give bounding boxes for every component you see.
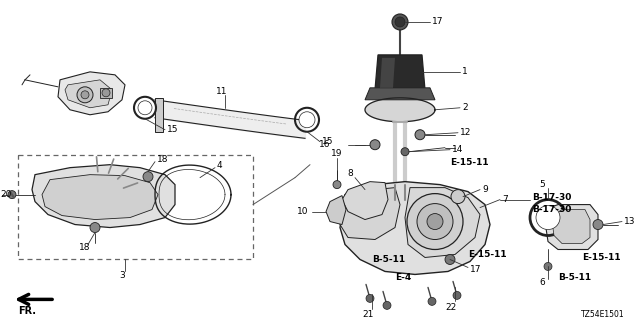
Text: 2: 2	[462, 103, 468, 112]
Text: E-15-11: E-15-11	[582, 253, 621, 262]
Text: 3: 3	[119, 271, 125, 280]
Text: 19: 19	[332, 149, 343, 158]
Circle shape	[415, 130, 425, 140]
Text: B-5-11: B-5-11	[372, 255, 405, 264]
Circle shape	[366, 294, 374, 302]
Polygon shape	[375, 55, 425, 90]
Circle shape	[417, 204, 453, 239]
Text: 14: 14	[452, 145, 463, 154]
Polygon shape	[42, 175, 158, 220]
Circle shape	[102, 89, 110, 97]
Text: 20: 20	[0, 190, 12, 199]
Text: 9: 9	[482, 185, 488, 194]
Polygon shape	[342, 182, 388, 220]
Circle shape	[392, 14, 408, 30]
Text: 18: 18	[79, 243, 91, 252]
Text: E-15-11: E-15-11	[450, 158, 488, 167]
Text: 11: 11	[216, 87, 228, 96]
Text: 16: 16	[319, 140, 330, 149]
Polygon shape	[58, 72, 125, 115]
Text: 17: 17	[470, 265, 481, 274]
Polygon shape	[380, 58, 395, 88]
Circle shape	[138, 101, 152, 115]
Circle shape	[8, 191, 16, 199]
Circle shape	[407, 194, 463, 250]
Circle shape	[143, 172, 153, 182]
Text: TZ54E1501: TZ54E1501	[581, 310, 625, 319]
Circle shape	[370, 140, 380, 150]
Text: 8: 8	[347, 169, 353, 178]
Polygon shape	[155, 98, 163, 132]
Text: 17: 17	[432, 18, 444, 27]
Text: 7: 7	[502, 195, 508, 204]
Circle shape	[77, 87, 93, 103]
Polygon shape	[365, 88, 435, 100]
Text: 21: 21	[362, 310, 374, 319]
Text: B-17-30: B-17-30	[532, 205, 572, 214]
Text: 15: 15	[167, 125, 179, 134]
Text: 18: 18	[157, 155, 168, 164]
Polygon shape	[340, 188, 400, 239]
Text: 4: 4	[217, 161, 223, 170]
Text: 22: 22	[445, 303, 456, 312]
Text: 6: 6	[539, 278, 545, 287]
Text: B-5-11: B-5-11	[558, 273, 591, 282]
Polygon shape	[340, 182, 490, 275]
Text: E-15-11: E-15-11	[468, 250, 507, 259]
Circle shape	[401, 148, 409, 156]
Circle shape	[81, 91, 89, 99]
Circle shape	[299, 112, 315, 128]
Circle shape	[395, 17, 405, 27]
Circle shape	[445, 254, 455, 264]
Text: B-17-30: B-17-30	[532, 193, 572, 202]
Circle shape	[593, 220, 603, 229]
Text: 10: 10	[296, 207, 308, 216]
Circle shape	[333, 180, 341, 188]
Circle shape	[427, 213, 443, 229]
Text: 5: 5	[539, 180, 545, 189]
Circle shape	[536, 205, 560, 229]
Polygon shape	[365, 98, 435, 122]
Text: 15: 15	[322, 137, 333, 146]
Polygon shape	[32, 165, 175, 228]
Text: 1: 1	[462, 67, 468, 76]
Text: 13: 13	[624, 217, 636, 226]
Circle shape	[544, 262, 552, 270]
Polygon shape	[100, 88, 112, 98]
Polygon shape	[552, 210, 590, 244]
Circle shape	[383, 301, 391, 309]
Polygon shape	[405, 188, 480, 258]
Circle shape	[453, 292, 461, 300]
Circle shape	[428, 297, 436, 305]
Text: 12: 12	[460, 128, 472, 137]
Circle shape	[451, 190, 465, 204]
Circle shape	[90, 222, 100, 233]
Text: E-4: E-4	[395, 273, 412, 282]
Polygon shape	[326, 196, 346, 225]
Polygon shape	[545, 204, 598, 250]
Polygon shape	[65, 80, 112, 108]
Text: FR.: FR.	[18, 306, 36, 316]
